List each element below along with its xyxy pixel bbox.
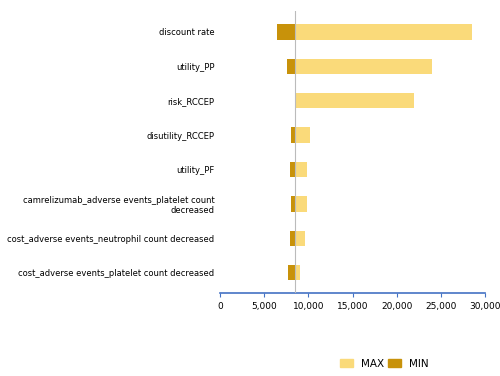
Bar xyxy=(295,265,300,280)
Bar xyxy=(290,162,295,177)
Bar xyxy=(290,230,295,246)
Bar xyxy=(295,162,308,177)
Bar xyxy=(295,24,472,39)
Bar xyxy=(295,59,432,74)
Legend: MAX, MIN: MAX, MIN xyxy=(336,354,433,373)
Bar xyxy=(295,196,306,212)
Bar xyxy=(295,230,305,246)
Bar xyxy=(288,265,295,280)
Bar xyxy=(278,24,295,39)
Bar xyxy=(295,127,310,143)
Bar xyxy=(295,93,414,108)
Bar xyxy=(287,59,295,74)
Bar xyxy=(290,196,295,212)
Bar xyxy=(290,127,295,143)
